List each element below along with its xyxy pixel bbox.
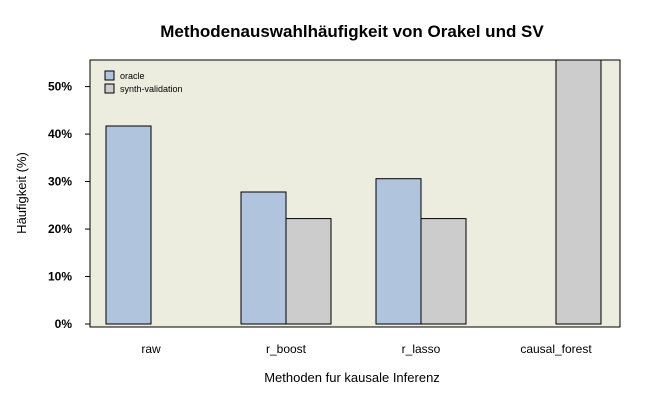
chart-title: Methodenauswahlhäufigkeit von Orakel und… [160, 22, 544, 41]
y-axis-label: Häufigkeit (%) [14, 152, 29, 234]
legend-label-synth-validation: synth-validation [120, 84, 183, 94]
legend: oracle synth-validation [104, 70, 183, 94]
plot-panel [89, 59, 621, 328]
bar-synth-validation-r_lasso [420, 218, 467, 325]
legend-swatch-oracle [104, 70, 115, 81]
y-tick-label: 40% [48, 127, 72, 141]
bar-oracle-raw [105, 125, 152, 325]
legend-label-oracle: oracle [120, 71, 145, 81]
x-tick-label: causal_forest [520, 342, 592, 356]
x-axis-label: Methoden fur kausale Inferenz [264, 370, 440, 385]
bars-group [105, 59, 602, 325]
y-tick-label: 20% [48, 222, 72, 236]
legend-swatch-synth-validation [104, 83, 115, 94]
x-axis: raw r_boost r_lasso causal_forest [141, 342, 592, 356]
y-tick-label: 10% [48, 270, 72, 284]
y-axis: 0% 10% 20% 30% 40% 50% [48, 80, 90, 331]
bar-oracle-r_boost [240, 191, 287, 325]
x-tick-label: r_lasso [402, 342, 441, 356]
x-tick-label: raw [141, 342, 161, 356]
x-tick-label: r_boost [266, 342, 307, 356]
y-tick-label: 30% [48, 175, 72, 189]
y-tick-label: 50% [48, 80, 72, 94]
bar-oracle-r_lasso [375, 178, 422, 325]
bar-synth-validation-causal_forest [555, 59, 602, 325]
bar-synth-validation-r_boost [285, 218, 332, 325]
y-tick-label: 0% [55, 317, 73, 331]
